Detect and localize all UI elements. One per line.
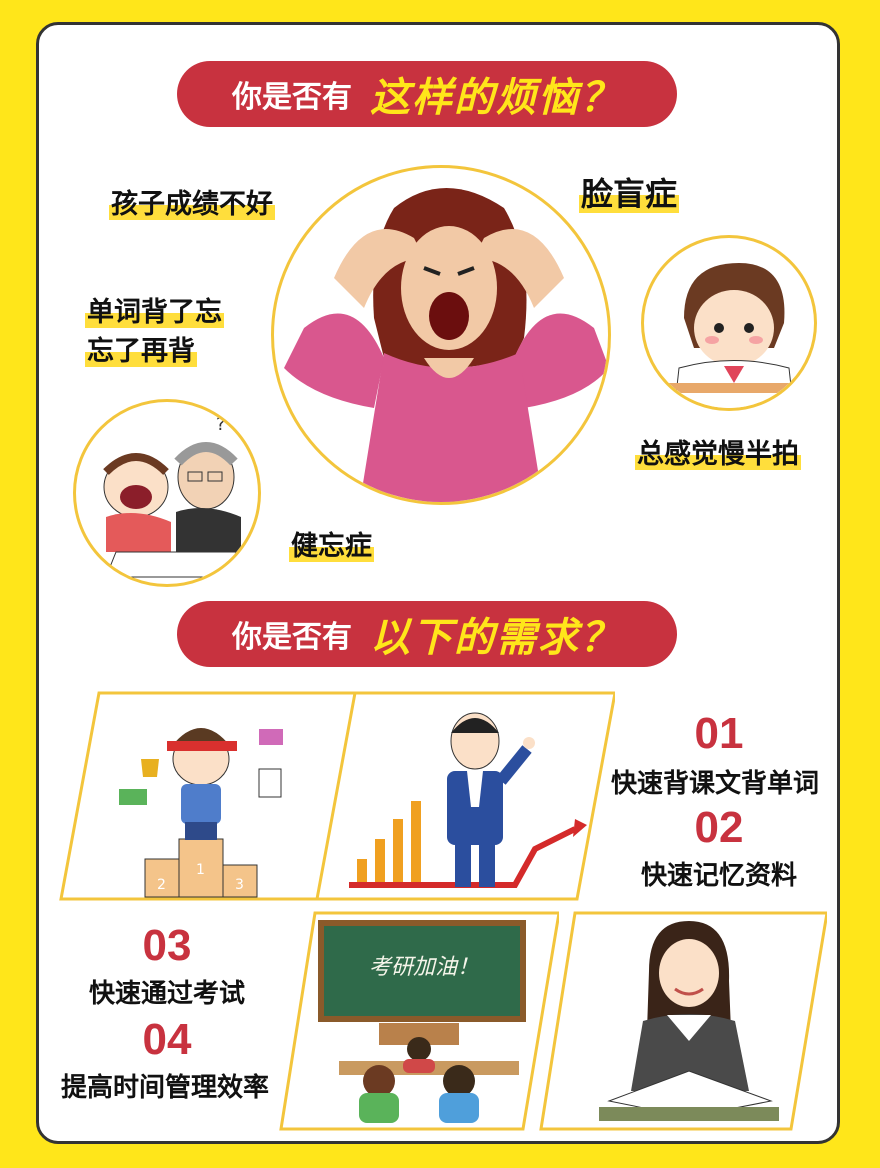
need-number-03: 03 (142, 921, 192, 970)
worry-label-forgetful: 健忘症 (289, 531, 374, 562)
worry-label-slow: 总感觉慢半拍 (635, 439, 801, 470)
winner-podium-panel: 1 2 3 (59, 689, 361, 903)
need-label-04: 提高时间管理效率 (60, 1073, 269, 1103)
reading-woman-panel (539, 911, 829, 1131)
section-banner-needs: 你是否有 以下的需求？ (177, 601, 677, 667)
podium-label-3: 3 (235, 877, 244, 893)
confused-girl-illustration (641, 235, 817, 411)
worry-label-face-blindness: 脸盲症 (579, 175, 680, 213)
need-number-01: 01 (694, 709, 744, 758)
banner-highlight-text: 这样的烦恼？ (370, 75, 622, 121)
blackboard-text: 考研加油！ (368, 955, 479, 980)
poster-card: 你是否有 这样的烦恼？ 孩子成绩不好 脸盲症 单词背了忘 忘了再背 总感觉慢半拍… (36, 22, 840, 1144)
growth-chart-panel (315, 689, 617, 903)
worry-label-grades: 孩子成绩不好 (109, 189, 275, 220)
need-number-04: 04 (142, 1015, 192, 1064)
need-number-02: 02 (694, 803, 744, 852)
classroom-panel: 考研加油！ (279, 911, 561, 1131)
crying-child-parent-illustration: ? (73, 399, 261, 587)
worry-label-forget-words: 单词背了忘 忘了再背 (85, 297, 224, 368)
section-banner-worries: 你是否有 这样的烦恼？ (177, 61, 677, 127)
need-label-01: 快速背课文背单词 (610, 769, 819, 799)
need-label-02: 快速记忆资料 (640, 861, 797, 891)
stressed-woman-illustration (271, 165, 611, 505)
podium-label-2: 2 (157, 877, 166, 893)
banner-plain-text: 你是否有 (232, 80, 352, 115)
need-label-03: 快速通过考试 (88, 979, 245, 1009)
banner-highlight-text: 以下的需求？ (370, 615, 622, 661)
banner-plain-text: 你是否有 (232, 620, 352, 655)
podium-label-1: 1 (196, 862, 205, 878)
svg-text:?: ? (216, 414, 226, 435)
